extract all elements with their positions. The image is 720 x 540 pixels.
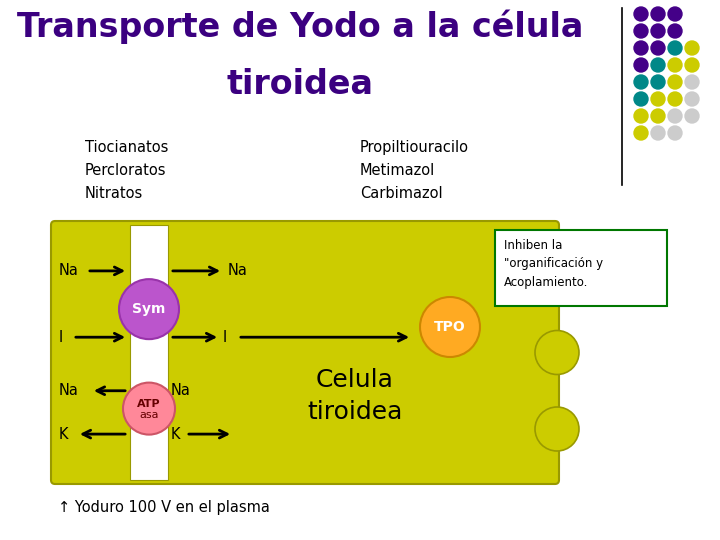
Text: ↑ Yoduro 100 V en el plasma: ↑ Yoduro 100 V en el plasma [58, 500, 270, 515]
Circle shape [668, 7, 682, 21]
Circle shape [651, 126, 665, 140]
Circle shape [634, 24, 648, 38]
Text: Propiltiouracilo
Metimazol
Carbimazol: Propiltiouracilo Metimazol Carbimazol [360, 140, 469, 200]
Circle shape [634, 41, 648, 55]
Text: Tiocianatos
Percloratos
Nitratos: Tiocianatos Percloratos Nitratos [85, 140, 168, 200]
Circle shape [668, 126, 682, 140]
Text: I: I [223, 330, 228, 345]
Circle shape [123, 383, 175, 435]
Text: Sym: Sym [132, 302, 166, 316]
Circle shape [535, 254, 579, 298]
Circle shape [634, 109, 648, 123]
Circle shape [668, 24, 682, 38]
Circle shape [634, 58, 648, 72]
Text: K: K [59, 427, 68, 442]
Circle shape [651, 41, 665, 55]
Circle shape [685, 92, 699, 106]
Circle shape [634, 75, 648, 89]
Circle shape [668, 109, 682, 123]
Text: Na: Na [228, 264, 248, 279]
Bar [130, 225, 168, 480]
Circle shape [651, 7, 665, 21]
Circle shape [685, 41, 699, 55]
Circle shape [668, 58, 682, 72]
Text: Inhiben la
"organificación y
Acoplamiento.: Inhiben la "organificación y Acoplamient… [504, 239, 603, 289]
Circle shape [651, 92, 665, 106]
Text: asa: asa [139, 410, 158, 420]
Text: Na: Na [171, 383, 191, 399]
Text: ATP: ATP [138, 399, 161, 409]
Text: tiroidea: tiroidea [227, 68, 374, 101]
Circle shape [685, 58, 699, 72]
Circle shape [634, 7, 648, 21]
Text: Transporte de Yodo a la célula: Transporte de Yodo a la célula [17, 10, 583, 44]
Circle shape [651, 75, 665, 89]
Circle shape [535, 330, 579, 375]
FancyBboxPatch shape [51, 221, 559, 484]
Circle shape [535, 407, 579, 451]
Circle shape [668, 92, 682, 106]
Text: Celula
tiroidea: Celula tiroidea [307, 368, 402, 424]
Text: Na: Na [59, 264, 79, 279]
Text: TPO: TPO [434, 320, 466, 334]
Text: I: I [59, 330, 63, 345]
Circle shape [651, 58, 665, 72]
Circle shape [634, 92, 648, 106]
FancyBboxPatch shape [495, 230, 667, 306]
Text: K: K [171, 427, 181, 442]
Circle shape [651, 24, 665, 38]
Circle shape [651, 109, 665, 123]
Circle shape [685, 75, 699, 89]
Circle shape [119, 279, 179, 339]
Circle shape [668, 41, 682, 55]
Circle shape [685, 109, 699, 123]
Text: Na: Na [59, 383, 79, 399]
Circle shape [420, 297, 480, 357]
Circle shape [668, 75, 682, 89]
Circle shape [634, 126, 648, 140]
